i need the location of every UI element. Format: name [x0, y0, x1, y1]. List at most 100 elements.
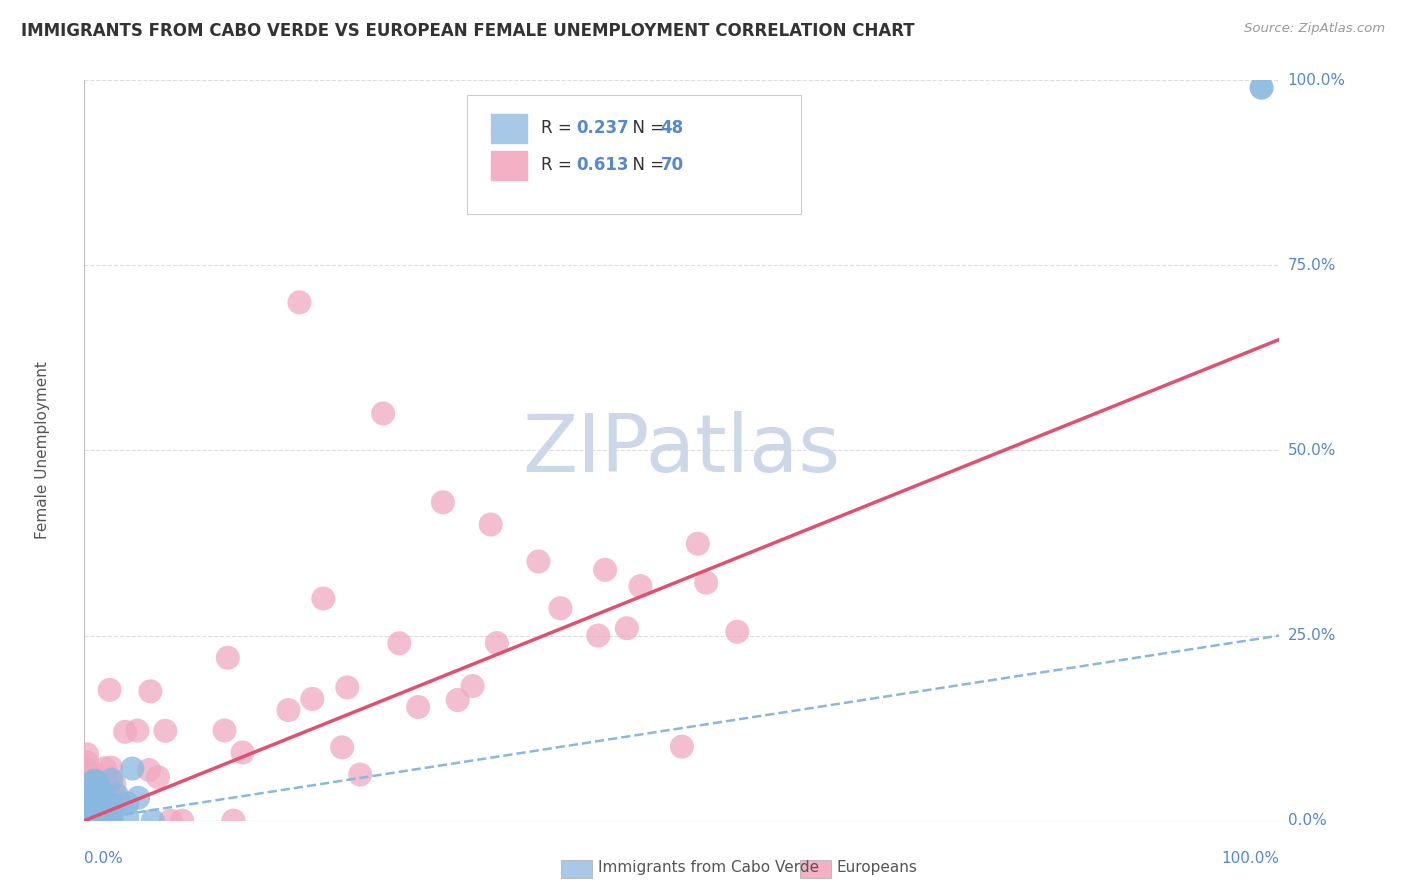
Point [139, 684, 162, 698]
Point [103, 777, 125, 791]
Point [100, 761, 122, 775]
Point [1250, 80, 1272, 95]
FancyBboxPatch shape [467, 95, 801, 213]
Point [84, 797, 107, 811]
Text: N =: N = [623, 156, 669, 175]
Point [146, 770, 169, 784]
Text: Europeans: Europeans [837, 860, 918, 874]
Point [75, 779, 97, 793]
Point [527, 555, 550, 569]
FancyBboxPatch shape [491, 151, 527, 180]
Point [98, 814, 121, 828]
Point [671, 739, 693, 754]
Point [98, 682, 121, 697]
Text: Immigrants from Cabo Verde: Immigrants from Cabo Verde [598, 860, 818, 874]
Text: 0.237: 0.237 [576, 120, 630, 137]
Point [87, 795, 110, 809]
Point [447, 693, 470, 707]
Point [75, 814, 97, 828]
Point [96, 814, 118, 828]
Point [217, 650, 239, 665]
Point [695, 575, 717, 590]
Point [330, 740, 353, 755]
Point [73, 814, 96, 828]
Point [107, 794, 129, 808]
Point [93, 814, 115, 828]
Point [80, 799, 103, 814]
Point [105, 788, 128, 802]
Text: 0.0%: 0.0% [1288, 814, 1326, 828]
Point [91, 814, 114, 828]
Point [121, 762, 143, 776]
Point [98, 790, 121, 805]
Point [100, 809, 122, 823]
Text: 25.0%: 25.0% [1288, 628, 1336, 643]
Point [76, 814, 98, 828]
Point [725, 624, 748, 639]
Point [630, 579, 652, 593]
Point [588, 628, 610, 642]
Point [103, 798, 125, 813]
Point [75, 814, 97, 828]
Point [214, 723, 236, 738]
Point [83, 773, 105, 788]
Point [86, 804, 108, 818]
Point [138, 763, 160, 777]
Text: Source: ZipAtlas.com: Source: ZipAtlas.com [1244, 22, 1385, 36]
Point [117, 811, 139, 825]
Point [485, 636, 508, 650]
Point [76, 814, 98, 828]
Point [82, 790, 104, 805]
Point [84, 814, 107, 828]
Point [172, 814, 194, 828]
Text: R =: R = [541, 120, 576, 137]
Text: 0.613: 0.613 [576, 156, 630, 175]
Point [616, 621, 638, 635]
Point [155, 723, 177, 738]
Point [312, 591, 335, 606]
Point [114, 724, 136, 739]
Point [82, 814, 104, 828]
Point [84, 814, 107, 828]
Point [82, 795, 104, 809]
Point [89, 812, 111, 826]
Point [84, 772, 107, 787]
Point [100, 772, 122, 787]
Point [142, 814, 165, 828]
Point [432, 495, 454, 509]
Point [83, 774, 105, 789]
Point [93, 792, 115, 806]
Point [349, 767, 371, 781]
Point [82, 806, 104, 821]
Point [84, 788, 107, 802]
Point [277, 703, 299, 717]
Point [77, 814, 100, 828]
Text: IMMIGRANTS FROM CABO VERDE VS EUROPEAN FEMALE UNEMPLOYMENT CORRELATION CHART: IMMIGRANTS FROM CABO VERDE VS EUROPEAN F… [21, 22, 915, 40]
Point [86, 814, 108, 828]
Point [90, 814, 112, 828]
Text: N =: N = [623, 120, 669, 137]
FancyBboxPatch shape [491, 113, 527, 144]
Point [76, 756, 98, 770]
Point [160, 814, 183, 828]
Point [373, 407, 395, 421]
Point [86, 814, 108, 828]
Point [82, 766, 104, 780]
Text: 100.0%: 100.0% [1222, 851, 1279, 866]
Text: 75.0%: 75.0% [1288, 258, 1336, 273]
Text: Female Unemployment: Female Unemployment [35, 361, 51, 540]
Point [550, 601, 572, 615]
Text: 100.0%: 100.0% [1288, 73, 1346, 87]
Text: R =: R = [541, 156, 576, 175]
Point [79, 789, 101, 803]
Text: 0.0%: 0.0% [84, 851, 124, 866]
Point [96, 805, 118, 819]
Point [117, 797, 139, 811]
Point [75, 814, 97, 828]
Point [127, 723, 149, 738]
Point [94, 761, 117, 775]
Point [84, 804, 107, 818]
Point [686, 537, 709, 551]
Point [97, 780, 120, 794]
Point [222, 814, 245, 828]
